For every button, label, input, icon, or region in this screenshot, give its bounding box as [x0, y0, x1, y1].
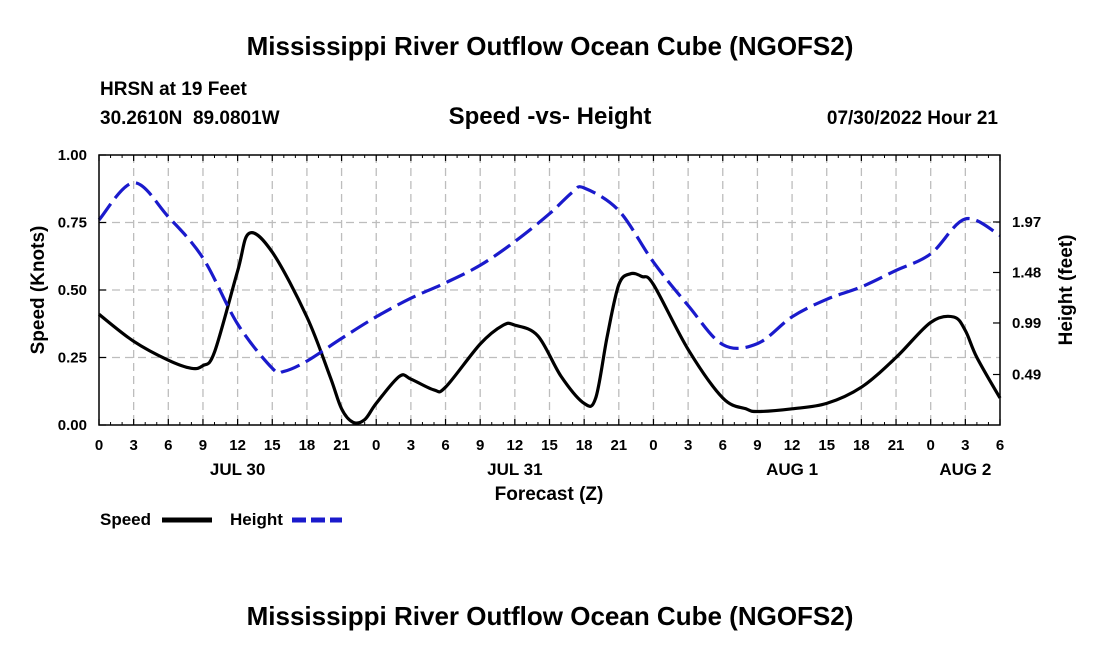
series-group — [97, 181, 1002, 425]
x-tick-label: 21 — [333, 437, 350, 454]
x-tick-label: 15 — [541, 437, 558, 454]
page-title: Mississippi River Outflow Ocean Cube (NG… — [247, 31, 854, 61]
y-tick-label: 0.75 — [58, 215, 87, 232]
y-tick-label: 0.25 — [58, 350, 87, 367]
x-tick-label: 12 — [507, 437, 524, 454]
date-label: JUL 30 — [210, 460, 265, 479]
x-tick-label: 9 — [753, 437, 761, 454]
x-tick-label: 18 — [576, 437, 593, 454]
x-tick-label: 3 — [407, 437, 415, 454]
page-title-repeat: Mississippi River Outflow Ocean Cube (NG… — [247, 601, 854, 631]
x-tick-label: 3 — [684, 437, 692, 454]
x-tick-label: 6 — [441, 437, 449, 454]
x-tick-label: 21 — [610, 437, 627, 454]
y2-tick-label: 1.97 — [1012, 214, 1041, 231]
date-label: JUL 31 — [487, 460, 542, 479]
x-tick-label: 9 — [476, 437, 484, 454]
x-tick-label: 3 — [129, 437, 137, 454]
x-tick-label: 3 — [961, 437, 969, 454]
x-tick-label: 6 — [719, 437, 727, 454]
coordinates-label: 30.2610N 89.0801W — [100, 108, 280, 129]
height-series-line — [97, 181, 1001, 375]
timestamp-label: 07/30/2022 Hour 21 — [827, 108, 999, 129]
x-tick-label: 18 — [299, 437, 316, 454]
station-label: HRSN at 19 Feet — [100, 79, 247, 100]
y-tick-label: 0.50 — [58, 282, 87, 299]
date-label: AUG 1 — [766, 460, 818, 479]
x-tick-label: 0 — [649, 437, 657, 454]
x-tick-label: 0 — [372, 437, 380, 454]
y2-tick-label: 0.99 — [1012, 315, 1041, 332]
x-tick-label: 0 — [95, 437, 103, 454]
x-tick-label: 12 — [784, 437, 801, 454]
y-axis-label: Speed (Knots) — [28, 226, 49, 355]
x-tick-label: 18 — [853, 437, 870, 454]
legend-speed-label: Speed — [100, 510, 151, 529]
grid-lines — [99, 155, 1000, 425]
x-tick-label: 0 — [927, 437, 935, 454]
x-tick-label: 21 — [888, 437, 905, 454]
legend-height-label: Height — [230, 510, 283, 529]
x-tick-label: 9 — [199, 437, 207, 454]
x-tick-label: 6 — [996, 437, 1004, 454]
y-tick-label: 1.00 — [58, 147, 87, 164]
x-tick-label: 15 — [264, 437, 281, 454]
x-tick-label: 6 — [164, 437, 172, 454]
x-tick-label: 12 — [229, 437, 246, 454]
y2-tick-label: 1.48 — [1012, 264, 1041, 281]
y2-axis-label: Height (feet) — [1056, 235, 1077, 346]
speed-series-line — [98, 231, 1002, 425]
y-tick-label: 0.00 — [58, 417, 87, 434]
x-axis-label: Forecast (Z) — [495, 484, 604, 505]
x-tick-label: 15 — [818, 437, 835, 454]
date-label: AUG 2 — [939, 460, 991, 479]
y2-tick-label: 0.49 — [1012, 367, 1041, 384]
axis-ticks: 0 3 6 9 12 15 18 21 0 3 6 9 12 15 18 21 0 3 6 9 12 15 18 21 0 3 6 J… — [58, 147, 1041, 479]
chart-subtitle: Speed -vs- Height — [449, 103, 652, 130]
